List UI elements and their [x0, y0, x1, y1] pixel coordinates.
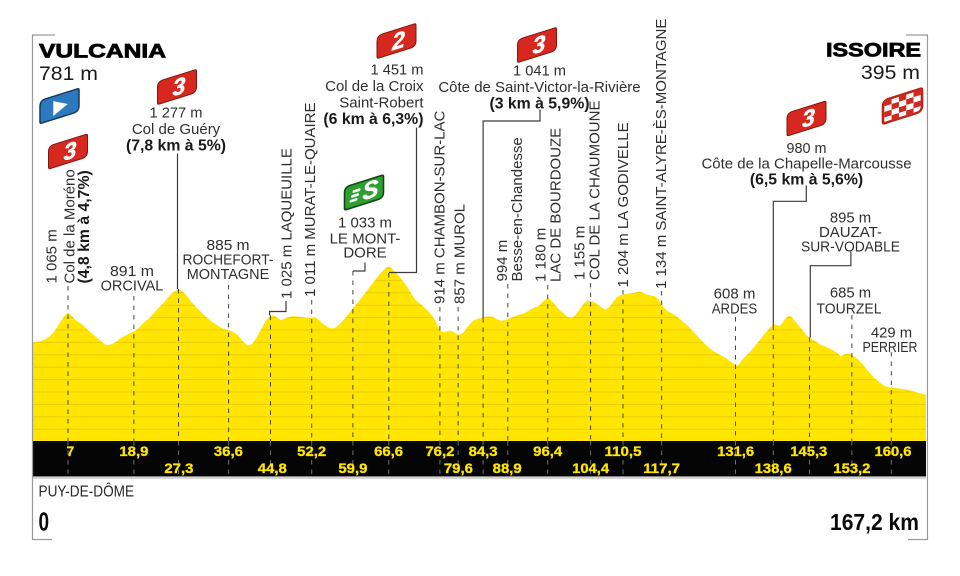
svg-text:2: 2 — [391, 26, 405, 56]
svg-text:914 m CHAMBON-SUR-LAC: 914 m CHAMBON-SUR-LAC — [432, 110, 449, 304]
svg-text:110,5: 110,5 — [605, 444, 643, 459]
svg-text:Col de la Croix: Col de la Croix — [325, 78, 424, 95]
svg-text:857 m MUROL: 857 m MUROL — [452, 204, 469, 304]
svg-text:7: 7 — [67, 444, 75, 459]
svg-text:1 033 m: 1 033 m — [338, 215, 392, 232]
svg-text:36,6: 36,6 — [214, 444, 244, 459]
svg-text:MONTAGNE: MONTAGNE — [187, 266, 270, 283]
svg-text:781 m: 781 m — [39, 64, 98, 85]
svg-text:1 134 m SAINT-ALYRE-ÈS-MONTAGN: 1 134 m SAINT-ALYRE-ÈS-MONTAGNE — [653, 19, 670, 289]
svg-text:153,2: 153,2 — [833, 461, 870, 476]
svg-text:1 451 m: 1 451 m — [371, 62, 424, 79]
svg-text:(3 km à 5,9%): (3 km à 5,9%) — [489, 96, 589, 113]
svg-text:1 204 m LA GODIVELLE: 1 204 m LA GODIVELLE — [615, 122, 632, 287]
svg-text:TOURZEL: TOURZEL — [817, 301, 882, 318]
svg-text:104,4: 104,4 — [572, 461, 610, 476]
svg-text:SUR-VODABLE: SUR-VODABLE — [801, 239, 900, 256]
svg-text:PERRIER: PERRIER — [863, 339, 918, 356]
svg-text:131,6: 131,6 — [717, 444, 755, 459]
svg-text:885 m: 885 m — [207, 237, 250, 254]
svg-text:84,3: 84,3 — [469, 444, 499, 459]
svg-text:VULCANIA: VULCANIA — [39, 42, 166, 63]
svg-text:608 m: 608 m — [714, 286, 756, 303]
svg-text:1 155 m: 1 155 m — [571, 226, 588, 280]
svg-text:Côte de Saint-Victor-la-Rivièr: Côte de Saint-Victor-la-Rivière — [438, 79, 640, 96]
svg-text:DORE: DORE — [343, 245, 386, 262]
svg-text:1 041 m: 1 041 m — [513, 63, 566, 80]
svg-text:88,9: 88,9 — [493, 461, 522, 476]
svg-text:PUY-DE-DÔME: PUY-DE-DÔME — [39, 483, 135, 500]
svg-text:994 m: 994 m — [494, 240, 511, 282]
svg-text:44,8: 44,8 — [258, 461, 288, 476]
svg-text:Besse-en-Chandesse: Besse-en-Chandesse — [509, 137, 526, 281]
svg-text:S: S — [362, 175, 379, 207]
svg-text:3: 3 — [173, 72, 186, 101]
svg-text:96,4: 96,4 — [533, 444, 563, 459]
svg-text:ARDES: ARDES — [712, 301, 758, 318]
svg-text:Saint-Robert: Saint-Robert — [339, 95, 424, 112]
svg-text:3: 3 — [802, 103, 815, 132]
svg-text:DAUZAT-: DAUZAT- — [819, 224, 882, 241]
svg-text:138,6: 138,6 — [755, 461, 793, 476]
svg-text:891 m: 891 m — [110, 263, 154, 280]
svg-text:685 m: 685 m — [830, 285, 871, 302]
svg-text:66,6: 66,6 — [374, 444, 404, 459]
svg-text:(6 km à 6,3%): (6 km à 6,3%) — [323, 111, 423, 128]
svg-text:980 m: 980 m — [787, 140, 827, 157]
svg-text:LE MONT-: LE MONT- — [330, 231, 401, 248]
svg-text:395 m: 395 m — [861, 63, 920, 84]
svg-text:27,3: 27,3 — [164, 461, 194, 476]
svg-text:3: 3 — [533, 30, 546, 59]
svg-text:1 025 m LAQUEUILLE: 1 025 m LAQUEUILLE — [279, 148, 296, 299]
svg-text:429 m: 429 m — [871, 325, 912, 342]
svg-text:167,2 km: 167,2 km — [830, 509, 919, 535]
svg-text:1 011 m MURAT-LE-QUAIRE: 1 011 m MURAT-LE-QUAIRE — [302, 103, 319, 298]
svg-text:895 m: 895 m — [830, 210, 871, 227]
svg-text:(7,8 km à 5%): (7,8 km à 5%) — [126, 138, 226, 155]
svg-text:160,6: 160,6 — [875, 444, 913, 459]
svg-text:ORCIVAL: ORCIVAL — [101, 277, 164, 294]
svg-text:(4,8 km à 4,7%): (4,8 km à 4,7%) — [76, 170, 93, 283]
svg-text:ISSOIRE: ISSOIRE — [826, 41, 921, 62]
svg-text:1 180 m: 1 180 m — [533, 228, 550, 282]
svg-text:1 277 m: 1 277 m — [150, 105, 203, 122]
svg-text:(6,5 km à 5,6%): (6,5 km à 5,6%) — [750, 172, 863, 189]
svg-text:59,9: 59,9 — [338, 461, 367, 476]
svg-text:COL DE LA CHAUMOUNE: COL DE LA CHAUMOUNE — [586, 101, 603, 280]
svg-text:18,9: 18,9 — [119, 444, 148, 459]
svg-text:52,2: 52,2 — [297, 444, 326, 459]
svg-text:Côte de la Chapelle-Marcousse: Côte de la Chapelle-Marcousse — [701, 156, 911, 173]
svg-text:76,2: 76,2 — [425, 444, 454, 459]
svg-text:ROCHEFORT-: ROCHEFORT- — [183, 251, 274, 268]
svg-text:Col de la Moréno: Col de la Moréno — [61, 169, 78, 283]
svg-text:79,6: 79,6 — [444, 461, 474, 476]
svg-text:1 065 m: 1 065 m — [44, 229, 61, 283]
svg-text:145,3: 145,3 — [790, 444, 828, 459]
svg-text:3: 3 — [64, 136, 77, 165]
svg-text:LAC DE BOURDOUZE: LAC DE BOURDOUZE — [548, 128, 565, 282]
svg-text:0: 0 — [39, 507, 50, 537]
svg-text:Col de Guéry: Col de Guéry — [132, 121, 221, 138]
svg-text:117,7: 117,7 — [643, 461, 680, 476]
